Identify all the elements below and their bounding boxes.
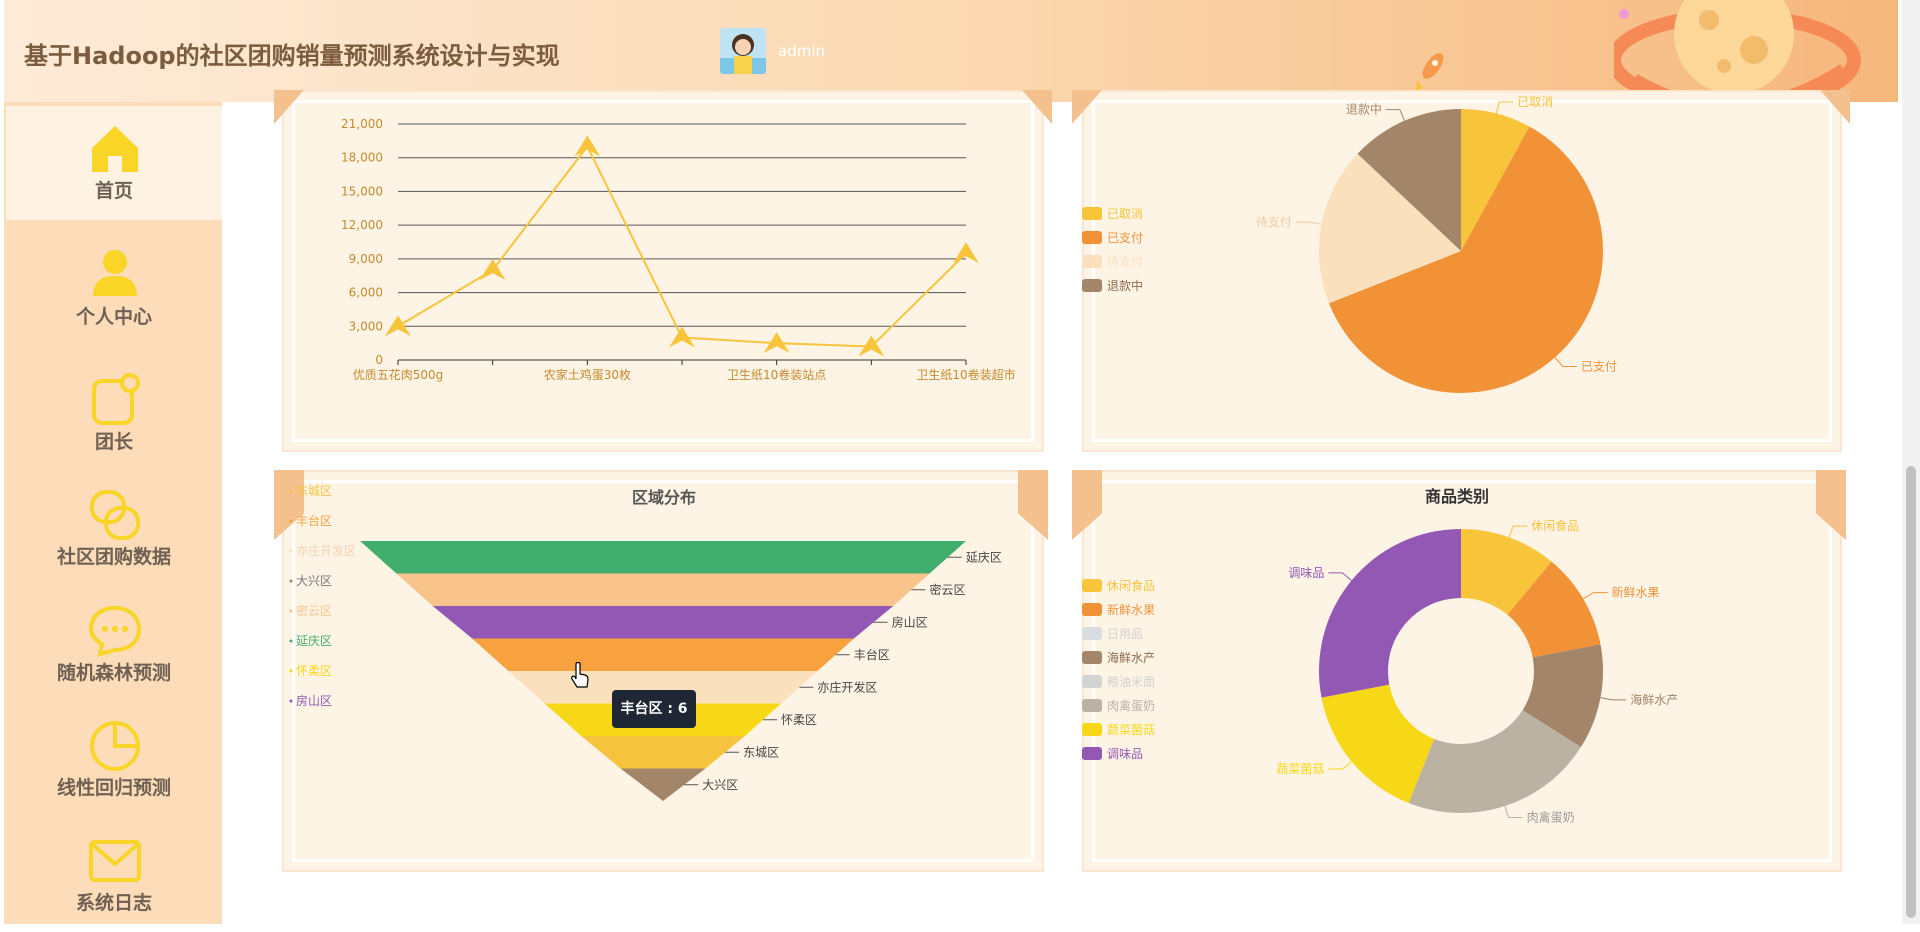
mail-icon xyxy=(89,840,141,882)
pie-icon xyxy=(90,721,140,771)
donut-title: 商品类别 xyxy=(1425,487,1490,506)
sidebar-item-system-log[interactable]: 系统日志 xyxy=(6,818,222,932)
sidebar-item-home[interactable]: 首页 xyxy=(6,106,222,220)
sidebar-item-random-forest[interactable]: 随机森林预测 xyxy=(6,588,222,702)
sidebar: 首页 个人中心 团长 社区团购数据 随机森林预测 线性回归预 xyxy=(4,102,222,924)
link-icon xyxy=(90,490,140,540)
sidebar-item-label: 团长 xyxy=(94,431,133,453)
user-avatar[interactable] xyxy=(720,28,766,74)
note-icon xyxy=(92,373,140,425)
user-icon xyxy=(93,250,137,296)
category-donut-panel xyxy=(1082,470,1842,872)
sidebar-item-linear-regression[interactable]: 线性回归预测 xyxy=(6,703,222,817)
planet-icon xyxy=(1614,0,1861,102)
sales-line-panel xyxy=(282,90,1044,452)
sidebar-item-group-buy-data[interactable]: 社区团购数据 xyxy=(6,472,222,586)
username[interactable]: admin xyxy=(778,42,825,60)
sidebar-item-label: 随机森林预测 xyxy=(56,662,171,684)
sidebar-item-label: 个人中心 xyxy=(75,306,152,328)
chat-icon xyxy=(88,605,142,657)
scroll-thumb[interactable] xyxy=(1906,466,1916,918)
home-icon xyxy=(92,126,138,172)
sidebar-item-label: 社区团购数据 xyxy=(56,546,171,568)
app-title: 基于Hadoop的社区团购销量预测系统设计与实现 xyxy=(24,42,560,70)
scrollbar[interactable] xyxy=(1902,0,1920,924)
region-funnel-panel xyxy=(282,470,1044,872)
rocket-icon xyxy=(1415,53,1444,92)
sidebar-item-label: 首页 xyxy=(94,180,133,202)
funnel-title: 区域分布 xyxy=(632,488,697,507)
order-status-panel xyxy=(1082,90,1842,452)
sidebar-item-label: 线性回归预测 xyxy=(56,777,171,799)
sidebar-item-leader[interactable]: 团长 xyxy=(6,357,222,471)
sidebar-item-personal-center[interactable]: 个人中心 xyxy=(6,232,222,346)
sidebar-item-label: 系统日志 xyxy=(75,892,152,914)
funnel-tooltip: 丰台区 : 6 xyxy=(612,690,696,728)
cursor-hand-icon xyxy=(571,662,589,688)
top-header: 基于Hadoop的社区团购销量预测系统设计与实现 admin xyxy=(4,0,1898,103)
